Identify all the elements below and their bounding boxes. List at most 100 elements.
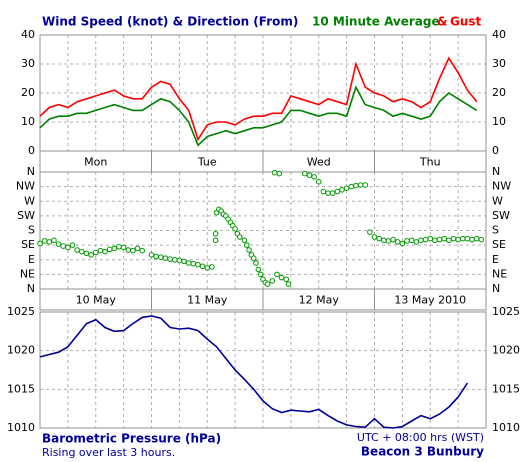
direction-point [250,255,257,261]
y-tick-label: S [492,224,499,237]
direction-point [212,230,219,237]
direction-point [446,237,452,244]
day-label: Wed [307,156,331,169]
y-tick-label: N [492,282,500,295]
y-tick-label: SW [17,209,35,222]
direction-point [320,188,327,195]
direction-point [185,260,192,266]
direction-point [302,170,308,177]
direction-point [357,182,364,188]
direction-point [276,170,283,177]
direction-point [464,235,471,242]
y-tick-label: 1010 [7,421,35,434]
direction-point [436,236,443,243]
y-tick-label: 1015 [7,382,35,395]
direction-point [459,235,466,242]
direction-point [455,236,461,243]
direction-point [88,252,94,258]
direction-point [404,238,410,244]
direction-point [329,190,336,196]
direction-point [427,235,434,242]
series-line [39,315,469,429]
y-tick-label: 1020 [7,344,35,357]
direction-point [60,243,67,249]
y-tick-label: 1020 [492,344,520,357]
direction-point [408,237,415,244]
y-tick-label: 1015 [492,382,520,395]
direction-point [343,185,350,192]
y-tick-label: N [492,165,500,178]
direction-point [394,239,401,245]
y-tick-label: 20 [21,86,35,99]
direction-point [176,257,183,264]
y-tick-label: NE [492,267,507,280]
y-tick-label: 1025 [7,305,35,318]
direction-point [269,278,276,284]
direction-point [418,237,424,244]
pressure-subtitle: Rising over last 3 hours. [42,446,175,459]
direction-point [385,238,392,244]
direction-point [195,261,201,268]
direction-point [69,242,76,248]
day-label: 10 May [76,294,117,307]
y-tick-label: NE [20,267,35,280]
direction-point [390,236,396,243]
y-tick-label: NW [492,180,511,193]
y-tick-label: 30 [492,57,506,70]
direction-point [243,242,250,248]
direction-point [125,247,132,253]
day-label: Mon [84,156,107,169]
legend-separator: & [437,15,447,29]
y-tick-label: SW [492,209,510,222]
direction-point [153,253,159,260]
direction-point [367,229,373,235]
day-label: Tue [197,156,217,169]
direction-point [120,244,127,251]
direction-point [134,245,141,252]
y-tick-label: N [27,165,35,178]
day-label: 11 May [187,294,228,307]
direction-point [246,247,252,253]
y-tick-label: 1010 [492,421,520,434]
direction-point [473,235,480,242]
direction-point [148,252,155,258]
direction-point [253,260,259,266]
direction-point [432,237,438,244]
y-tick-label: 1025 [492,305,520,318]
direction-point [283,276,290,283]
plot-frame [39,311,487,429]
direction-point [46,239,53,245]
station-name: Beacon 3 Bunbury [361,445,484,459]
y-tick-label: 10 [21,115,35,128]
direction-point [106,246,113,253]
direction-point [51,237,57,244]
direction-point [157,254,164,260]
direction-point [236,234,243,240]
direction-point [315,178,322,185]
day-label: 12 May [299,294,340,307]
direction-point [264,281,271,287]
y-tick-label: SE [21,238,35,251]
direction-point [348,183,355,190]
direction-point [371,234,378,240]
direction-point [111,245,118,252]
y-tick-label: 0 [28,144,35,157]
direction-point [74,247,80,253]
y-tick-label: E [492,253,499,266]
day-label: Thu [419,156,441,169]
direction-point [83,250,90,257]
direction-point [422,236,429,243]
direction-point [232,226,238,232]
direction-point [41,238,48,244]
direction-point [271,169,278,176]
y-tick-label: 0 [492,144,499,157]
chart-title: Wind Speed (knot) & Direction (From) [42,15,298,29]
direction-point [325,190,331,196]
direction-point [399,240,406,247]
direction-point [285,281,292,287]
y-tick-label: 20 [492,86,506,99]
direction-point [116,243,122,250]
direction-point [380,237,387,244]
